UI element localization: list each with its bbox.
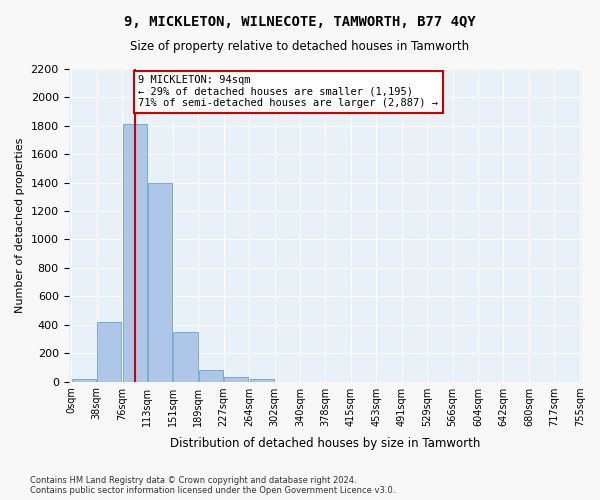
Text: Contains HM Land Registry data © Crown copyright and database right 2024.
Contai: Contains HM Land Registry data © Crown c… — [30, 476, 395, 495]
Bar — [148, 182, 172, 382]
Y-axis label: Number of detached properties: Number of detached properties — [15, 138, 25, 313]
Text: Size of property relative to detached houses in Tamworth: Size of property relative to detached ho… — [130, 40, 470, 53]
Bar — [224, 376, 248, 382]
Bar — [250, 379, 274, 382]
Bar — [199, 370, 223, 382]
Bar — [72, 380, 96, 382]
Bar — [173, 332, 197, 382]
Bar — [122, 124, 147, 382]
Text: 9 MICKLETON: 94sqm
← 29% of detached houses are smaller (1,195)
71% of semi-deta: 9 MICKLETON: 94sqm ← 29% of detached hou… — [139, 76, 439, 108]
X-axis label: Distribution of detached houses by size in Tamworth: Distribution of detached houses by size … — [170, 437, 481, 450]
Bar — [97, 322, 121, 382]
Text: 9, MICKLETON, WILNECOTE, TAMWORTH, B77 4QY: 9, MICKLETON, WILNECOTE, TAMWORTH, B77 4… — [124, 15, 476, 29]
